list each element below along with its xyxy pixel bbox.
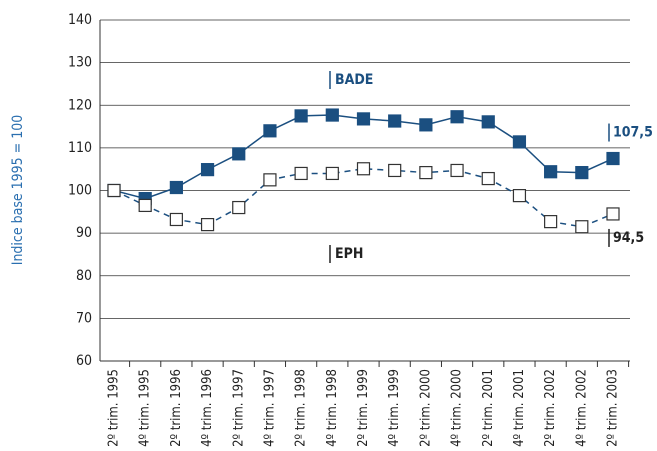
marker	[325, 108, 339, 122]
marker	[606, 207, 620, 221]
marker	[388, 114, 402, 128]
marker	[512, 189, 527, 203]
marker	[232, 147, 246, 161]
y-tick-label: 120	[68, 97, 92, 113]
x-tick-label: 4º trim. 2002	[574, 369, 589, 447]
marker	[169, 212, 183, 227]
marker	[200, 163, 215, 177]
marker	[356, 162, 371, 176]
marker	[388, 163, 402, 178]
marker	[200, 218, 215, 232]
y-axis-label: Indice base 1995 = 100	[10, 115, 26, 266]
y-tick-label: 90	[76, 225, 92, 241]
marker	[450, 163, 464, 178]
marker	[575, 165, 589, 180]
marker	[294, 109, 308, 123]
x-tick-label: 4º trim. 1999	[387, 369, 402, 447]
x-tick-label: 2º trim. 1996	[169, 369, 184, 447]
marker	[481, 171, 495, 186]
x-tick-label: 4º trim. 1998	[325, 369, 340, 447]
x-tick-label: 2º trim. 2002	[543, 369, 558, 447]
x-tick-label: 2º trim. 1998	[294, 369, 309, 447]
x-tick-label: 4º trim. 2000	[450, 369, 465, 447]
marker	[138, 198, 152, 213]
marker	[169, 180, 183, 195]
x-tick-label: 2º trim. 2003	[606, 369, 621, 447]
data-label: 94,5	[613, 230, 644, 246]
marker	[263, 173, 277, 187]
marker	[232, 200, 246, 215]
marker	[544, 165, 558, 179]
x-tick-label: 2º trim. 1995	[107, 369, 122, 447]
legend-label: BADE	[335, 72, 373, 88]
marker	[606, 151, 620, 166]
x-tick-label: 2º trim. 1999	[356, 369, 371, 447]
marker	[481, 115, 495, 129]
x-tick-label: 4º trim. 1995	[138, 369, 153, 447]
marker	[419, 118, 433, 132]
y-tick-label: 60	[76, 353, 92, 369]
marker	[512, 135, 527, 149]
marker	[294, 166, 308, 181]
y-tick-label: 130	[68, 55, 92, 71]
marker	[575, 220, 589, 234]
marker	[450, 110, 464, 124]
x-tick-label: 4º trim. 1996	[200, 369, 215, 447]
x-tick-label: 4º trim. 1997	[262, 369, 277, 447]
y-tick-label: 140	[68, 12, 92, 28]
y-tick-label: 70	[76, 310, 92, 326]
y-tick-label: 100	[68, 183, 92, 199]
y-tick-label: 80	[76, 268, 92, 284]
marker	[263, 124, 277, 138]
marker	[325, 166, 339, 181]
x-tick-label: 2º trim. 1997	[231, 369, 246, 447]
y-tick-label: 110	[68, 140, 92, 156]
marker	[356, 112, 371, 126]
data-label: 107,5	[613, 125, 653, 141]
series-line	[113, 114, 614, 200]
marker	[544, 215, 558, 229]
series-line	[113, 168, 614, 228]
legend-label: EPH	[335, 246, 363, 262]
marker	[107, 183, 121, 198]
marker	[419, 165, 433, 180]
x-tick-label: 2º trim. 2001	[481, 369, 496, 447]
x-tick-label: 2º trim. 2000	[418, 369, 433, 447]
x-tick-label: 4º trim. 2001	[512, 369, 527, 447]
